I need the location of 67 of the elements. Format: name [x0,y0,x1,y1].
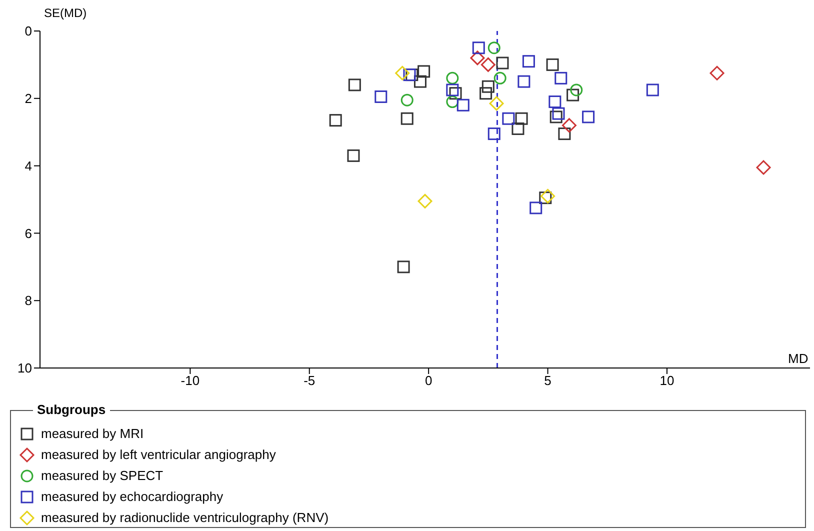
point [403,68,416,82]
point [480,57,496,72]
x-tick-label: 5 [544,373,552,388]
point [472,42,485,54]
y-tick-label: 10 [18,360,32,376]
point [449,87,462,100]
legend-title: Subgroups [33,402,110,417]
x-tick-label: -5 [304,373,316,388]
y-tick-label: 2 [24,91,32,106]
point [374,90,388,103]
point [446,84,459,96]
point [515,112,528,125]
point [530,202,542,214]
point [488,128,500,140]
point [489,96,504,111]
legend-label: measured by radionuclide ventriculography (RNV) [41,510,329,525]
point [502,112,515,125]
point [329,114,342,127]
y-tick-label: 4 [24,158,32,174]
point [566,88,580,102]
point [550,110,562,124]
x-tick-label: -10 [180,373,200,388]
point [546,58,559,71]
point [446,72,459,84]
point [400,94,414,106]
point [548,96,562,108]
x-tick-label: 0 [424,373,432,388]
point [482,80,494,93]
point [558,128,571,140]
point [414,75,426,88]
y-tick-label: 8 [24,293,32,308]
legend-label: measured by MRI [41,426,144,441]
x-tick-label: 10 [660,373,674,388]
point [518,75,530,88]
point [554,72,568,84]
point [480,87,492,100]
point [494,72,506,84]
y-axis-title: SE(MD) [44,6,87,20]
point [570,84,583,96]
point [496,56,509,70]
point [488,42,500,54]
legend-label: measured by left ventricular angiography [41,447,276,462]
point [582,110,595,124]
point [397,260,410,274]
point [418,194,432,208]
point [512,122,524,135]
point [347,149,360,162]
x-axis-title: MD [788,351,808,366]
point [522,55,535,68]
point [552,107,565,120]
point [756,160,771,175]
point [646,84,659,96]
legend-label: measured by echocardiography [41,489,224,504]
point [446,96,459,108]
point [456,98,470,112]
point [395,66,410,80]
y-tick-label: 6 [24,226,32,241]
point [539,192,552,204]
y-tick-label: 0 [24,24,32,39]
point [540,188,556,204]
point [400,112,414,125]
point [562,118,576,133]
legend-label: measured by SPECT [41,468,164,483]
point [710,66,724,80]
point [348,78,361,92]
point [418,65,430,78]
point [470,50,485,66]
